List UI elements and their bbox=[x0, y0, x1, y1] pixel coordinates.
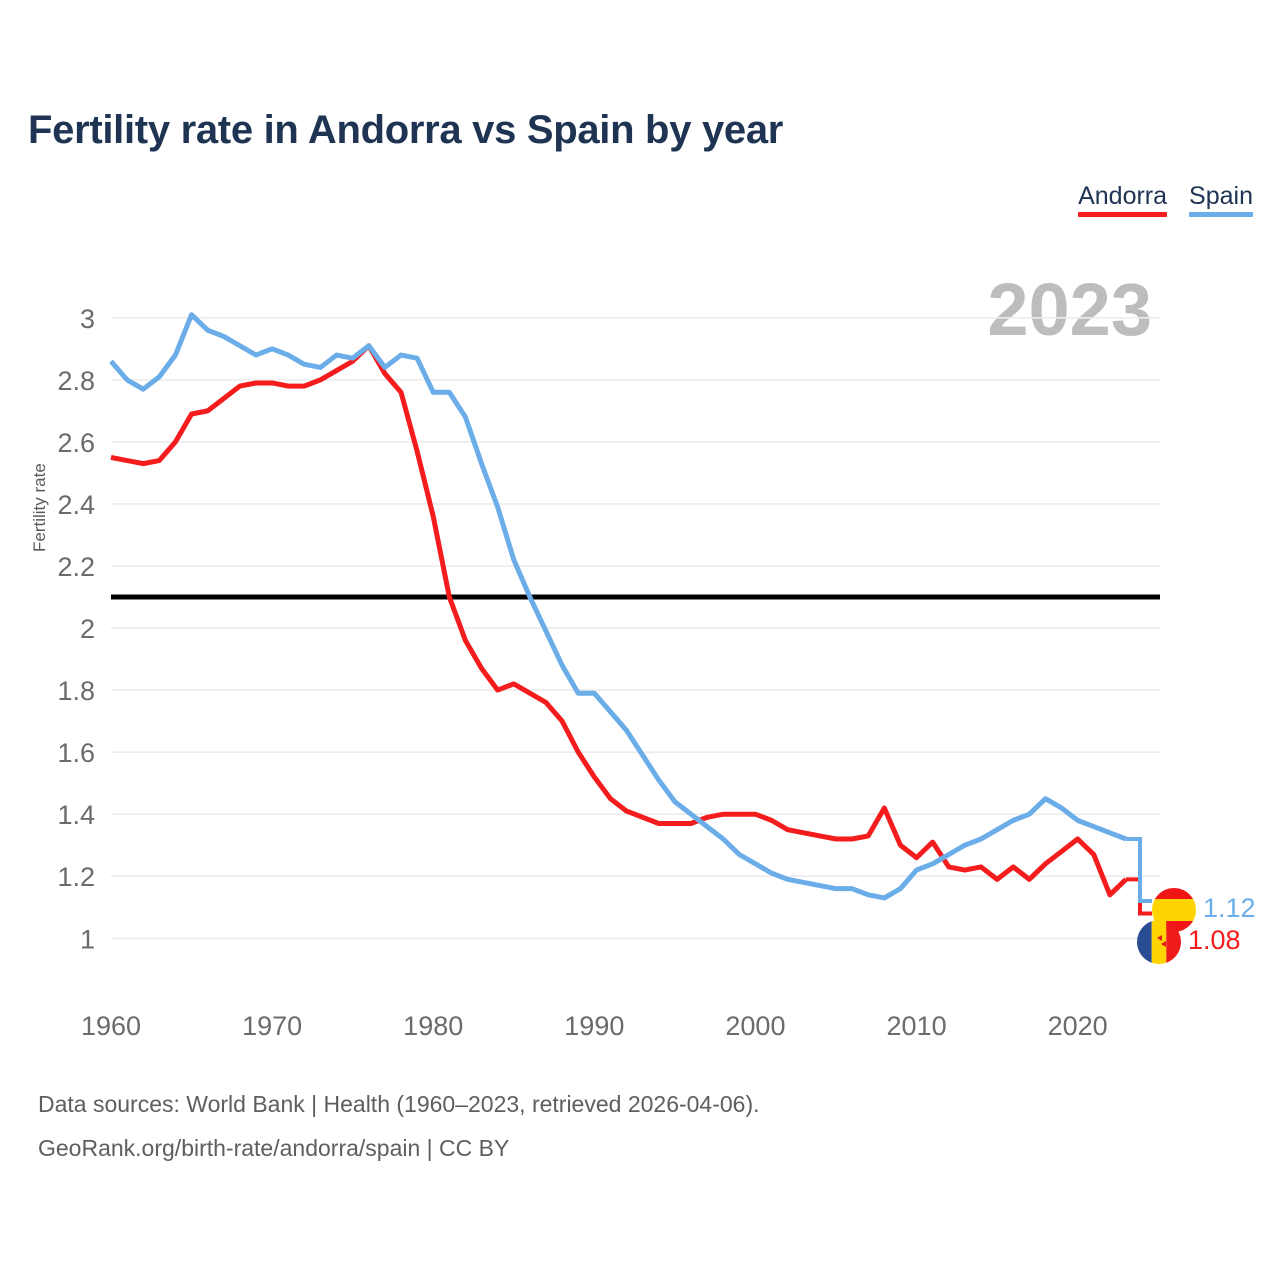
svg-text:1.8: 1.8 bbox=[57, 676, 95, 706]
x-axis-ticks: 1960 1970 1980 1990 2000 2010 2020 bbox=[81, 1011, 1108, 1041]
andorra-flag-icon bbox=[1137, 920, 1181, 964]
end-value-spain: 1.12 bbox=[1203, 893, 1256, 923]
svg-text:2.4: 2.4 bbox=[57, 490, 95, 520]
legend-item-andorra[interactable]: Andorra bbox=[1078, 182, 1168, 218]
svg-text:2010: 2010 bbox=[887, 1011, 947, 1041]
end-connectors bbox=[1126, 837, 1152, 916]
gridlines bbox=[111, 317, 1160, 940]
svg-text:2.6: 2.6 bbox=[57, 428, 95, 458]
svg-text:2.2: 2.2 bbox=[57, 552, 95, 582]
page-title: Fertility rate in Andorra vs Spain by ye… bbox=[28, 108, 784, 152]
series-lines bbox=[109, 312, 1128, 901]
svg-text:1990: 1990 bbox=[564, 1011, 624, 1041]
svg-text:2000: 2000 bbox=[725, 1011, 785, 1041]
year-watermark: 2023 bbox=[987, 268, 1152, 351]
end-value-andorra: 1.08 bbox=[1188, 925, 1241, 955]
svg-text:2.8: 2.8 bbox=[57, 366, 95, 396]
footer-data-sources: Data sources: World Bank | Health (1960–… bbox=[38, 1091, 760, 1117]
svg-text:3: 3 bbox=[80, 304, 95, 334]
plot-area: 1 1.2 1.4 1.6 1.8 2 2.2 2.4 2.6 2.8 3 1960 1970 1980… bbox=[57, 304, 1160, 1041]
svg-text:2020: 2020 bbox=[1048, 1011, 1108, 1041]
legend-item-spain[interactable]: Spain bbox=[1189, 182, 1253, 218]
svg-text:2: 2 bbox=[80, 614, 95, 644]
chart-legend: Andorra Spain bbox=[1078, 182, 1253, 218]
svg-text:1960: 1960 bbox=[81, 1011, 141, 1041]
footer-attribution: GeoRank.org/birth-rate/andorra/spain | C… bbox=[38, 1135, 510, 1161]
svg-text:1.4: 1.4 bbox=[57, 800, 95, 830]
legend-swatch-spain bbox=[1189, 212, 1253, 218]
legend-swatch-andorra bbox=[1078, 212, 1168, 218]
legend-label-andorra: Andorra bbox=[1078, 182, 1168, 210]
footer: Data sources: World Bank | Health (1960–… bbox=[38, 1082, 760, 1170]
svg-text:1980: 1980 bbox=[403, 1011, 463, 1041]
svg-text:1.6: 1.6 bbox=[57, 738, 95, 768]
y-axis-ticks: 1 1.2 1.4 1.6 1.8 2 2.2 2.4 2.6 2.8 3 bbox=[57, 304, 95, 954]
svg-text:1: 1 bbox=[80, 924, 95, 954]
svg-text:1970: 1970 bbox=[242, 1011, 302, 1041]
legend-label-spain: Spain bbox=[1189, 182, 1253, 210]
svg-text:1.2: 1.2 bbox=[57, 862, 95, 892]
